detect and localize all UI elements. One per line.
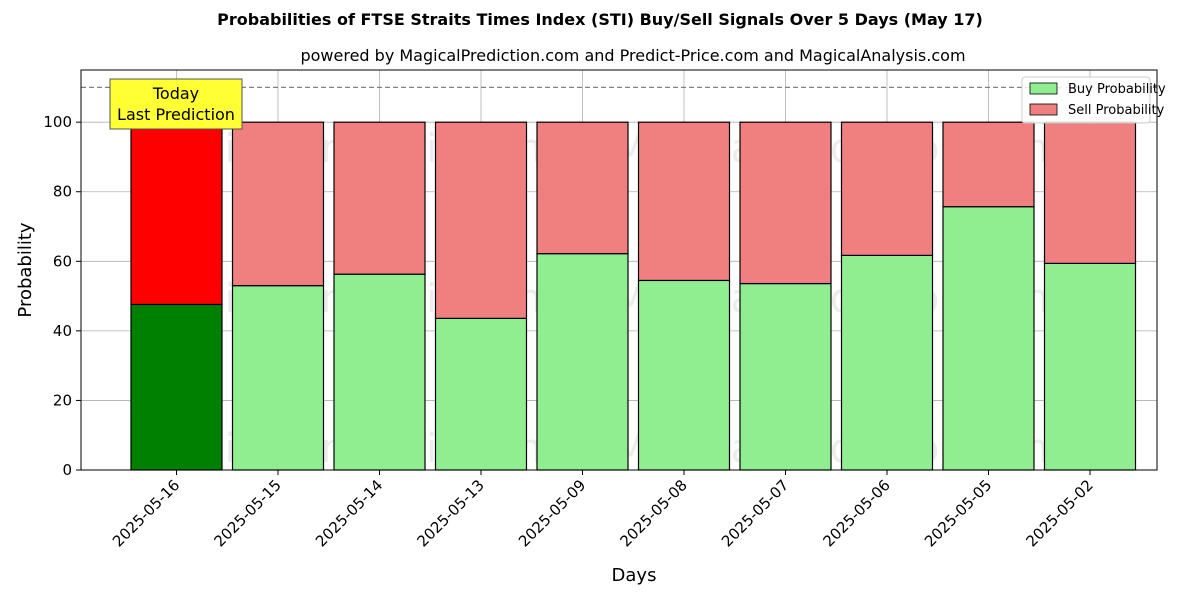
y-tick-label: 0 [62, 461, 72, 479]
legend-label: Sell Probability [1068, 103, 1165, 118]
y-axis-ticks: 0 20 40 60 80 100 [43, 113, 81, 479]
bar-buy-probability [536, 253, 629, 471]
annotation-line-today: Today [152, 84, 199, 103]
bar-buy-probability [942, 206, 1035, 471]
x-tick-label: 2025-05-14 [312, 476, 386, 550]
x-tick-label: 2025-05-06 [819, 476, 893, 550]
x-tick-label: 2025-05-07 [718, 476, 792, 550]
annotation-line-last-prediction: Last Prediction [117, 105, 235, 124]
bar-buy-probability [1043, 262, 1137, 471]
x-tick-label: 2025-05-16 [109, 476, 183, 550]
annotation-box [109, 78, 243, 130]
bar-sell-probability [942, 121, 1035, 208]
x-axis-ticks: 2025-05-16 2025-05-15 2025-05-14 2025-05-13… [109, 470, 1097, 550]
x-tick-label: 2025-05-02 [1022, 476, 1096, 550]
legend-swatch [1029, 82, 1058, 95]
bar-buy-probability [739, 282, 832, 471]
y-tick-label: 80 [53, 183, 72, 201]
bar-layer [130, 121, 1137, 471]
bar-sell-probability [130, 121, 223, 306]
bar-sell-probability [536, 121, 629, 255]
bar-sell-probability [231, 121, 325, 287]
x-tick-label: 2025-05-09 [515, 476, 589, 550]
bar-sell-probability [434, 121, 528, 319]
bar-sell-probability [333, 121, 426, 275]
bar-buy-probability [637, 279, 731, 471]
bar-buy-probability [840, 254, 934, 471]
legend-label: Buy Probability [1068, 82, 1166, 97]
y-tick-label: 100 [43, 113, 72, 131]
x-tick-label: 2025-05-15 [210, 476, 284, 550]
bar-buy-probability [333, 273, 426, 471]
bar-sell-probability [637, 121, 731, 282]
plot-frame [80, 69, 1158, 471]
legend-swatch [1029, 103, 1058, 116]
y-tick-label: 60 [53, 252, 72, 270]
y-tick-label: 40 [53, 322, 72, 340]
x-tick-label: 2025-05-05 [921, 476, 995, 550]
x-tick-label: 2025-05-08 [616, 476, 690, 550]
bar-buy-probability [231, 285, 325, 471]
bar-sell-probability [1043, 121, 1137, 264]
x-axis-label: Days [612, 565, 657, 586]
bar-buy-probability [130, 303, 223, 471]
bar-buy-probability [434, 317, 528, 471]
bar-sell-probability [840, 121, 934, 256]
legend: Buy Probability Sell Probability [1021, 76, 1166, 124]
x-tick-label: 2025-05-13 [413, 476, 487, 550]
y-tick-label: 20 [53, 391, 72, 409]
chart-title: Probabilities of FTSE Straits Times Inde… [217, 10, 983, 29]
today-annotation: Today Last Prediction [109, 78, 243, 130]
bar-sell-probability [739, 121, 832, 285]
y-axis-label: Probability [15, 222, 36, 317]
chart-subtitle: powered by MagicalPrediction.com and Pre… [300, 46, 966, 65]
